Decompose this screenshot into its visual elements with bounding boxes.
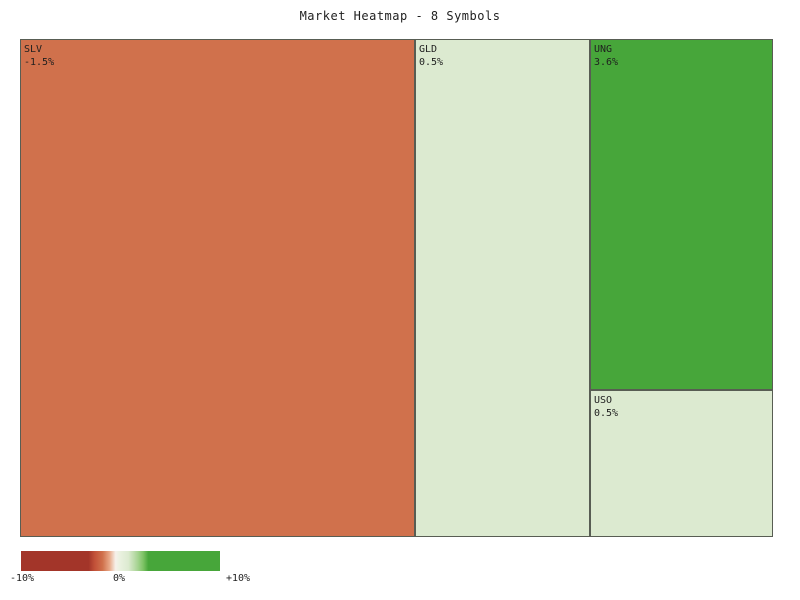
treemap-tile-slv[interactable]: SLV -1.5%	[20, 39, 415, 537]
colorbar-max-label: +10%	[226, 573, 251, 584]
tile-change: 3.6%	[594, 57, 619, 68]
tile-symbol: GLD	[419, 44, 438, 55]
treemap: SLV -1.5% GLD 0.5% UNG 3.6% USO 0.5%	[20, 39, 773, 537]
tile-change: 0.5%	[594, 408, 619, 419]
treemap-tile-uso[interactable]: USO 0.5%	[590, 390, 773, 537]
tile-change: 0.5%	[419, 57, 444, 68]
treemap-tile-gld[interactable]: GLD 0.5%	[415, 39, 590, 537]
colorbar-min-label: -10%	[10, 573, 35, 584]
colorbar-gradient	[21, 551, 220, 571]
tile-change: -1.5%	[24, 57, 55, 68]
page-title: Market Heatmap - 8 Symbols	[299, 9, 501, 23]
tile-symbol: USO	[594, 395, 613, 406]
colorbar-zero-label: 0%	[113, 573, 126, 584]
treemap-tile-ung[interactable]: UNG 3.6%	[590, 39, 773, 390]
tile-symbol: SLV	[24, 44, 43, 55]
tile-symbol: UNG	[594, 44, 613, 55]
